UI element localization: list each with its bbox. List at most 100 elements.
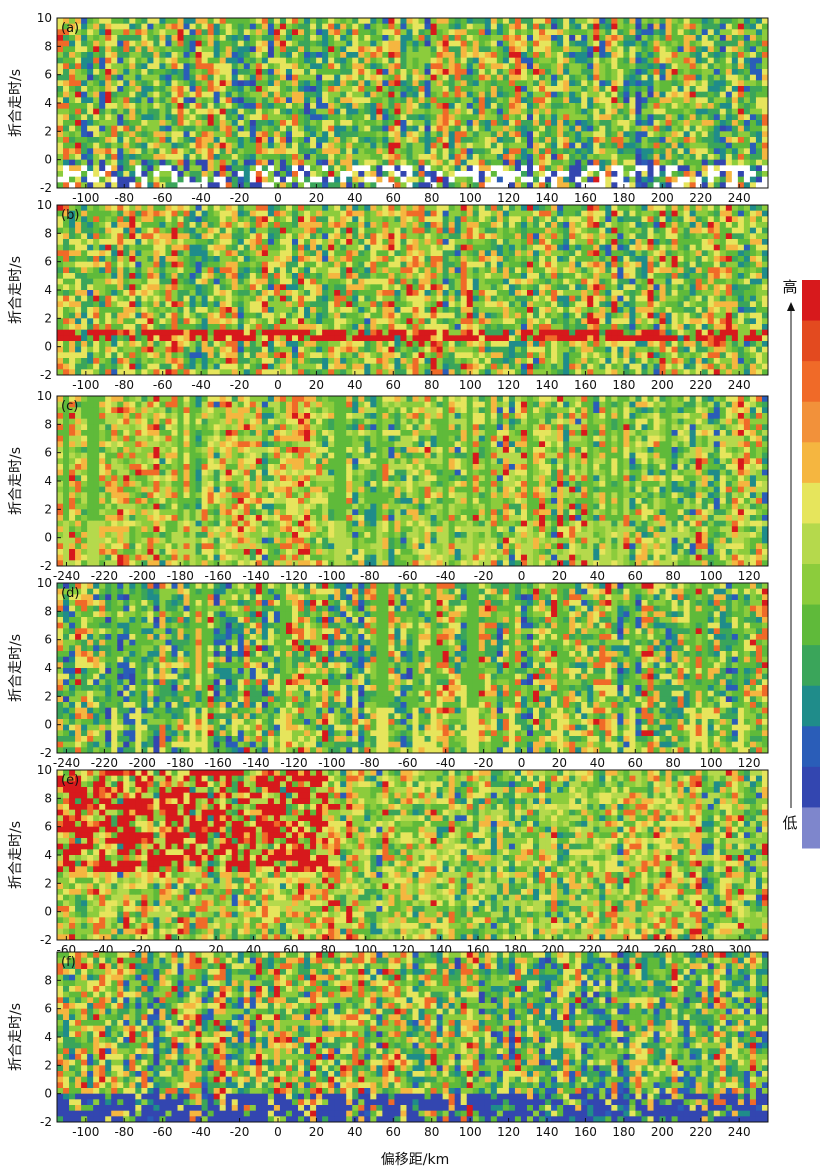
heatmap-cell	[237, 335, 245, 342]
heatmap-cell	[334, 18, 341, 25]
heatmap-cell	[394, 182, 401, 188]
heatmap-cell	[261, 222, 269, 229]
x-tick-label: -20	[230, 191, 250, 205]
heatmap-cell	[231, 256, 239, 263]
heatmap-cell	[69, 324, 76, 331]
heatmap-cell	[478, 176, 486, 183]
heatmap-cell	[261, 148, 269, 155]
heatmap-cell	[677, 74, 685, 81]
heatmap-cell	[304, 261, 311, 268]
heatmap-cell	[569, 176, 576, 183]
heatmap-cell	[261, 137, 269, 144]
heatmap-cell	[484, 91, 492, 98]
heatmap-cell	[689, 182, 697, 188]
heatmap-cell	[533, 91, 540, 98]
heatmap-cell	[316, 182, 323, 188]
heatmap-cell	[520, 74, 528, 81]
heatmap-cell	[376, 57, 383, 64]
heatmap-cell	[291, 97, 299, 104]
heatmap-cell	[340, 103, 347, 110]
heatmap-cell	[406, 97, 413, 104]
heatmap-cell	[310, 154, 317, 161]
heatmap-cell	[81, 335, 88, 342]
heatmap-cell	[388, 148, 395, 155]
heatmap-cell	[358, 125, 365, 132]
heatmap-cell	[99, 369, 106, 375]
heatmap-cell	[695, 120, 703, 127]
heatmap-cell	[141, 210, 148, 217]
heatmap-cell	[334, 154, 341, 161]
heatmap-cell	[267, 341, 275, 348]
heatmap-cell	[647, 182, 654, 188]
heatmap-cell	[237, 341, 245, 348]
heatmap-cell	[551, 63, 558, 70]
heatmap-cell	[316, 278, 323, 285]
heatmap-cell	[569, 171, 576, 178]
heatmap-cell	[123, 142, 130, 149]
heatmap-cell	[231, 239, 239, 246]
heatmap-cell	[557, 18, 564, 25]
heatmap-cell	[749, 176, 757, 183]
heatmap-cell	[316, 142, 323, 149]
heatmap-cell	[219, 69, 227, 76]
heatmap-cell	[111, 80, 118, 87]
heatmap-cell	[93, 324, 100, 331]
heatmap-cell	[478, 91, 486, 98]
heatmap-cell	[316, 352, 323, 359]
heatmap-cell	[478, 108, 486, 115]
heatmap-cell	[346, 137, 353, 144]
heatmap-cell	[298, 131, 305, 138]
heatmap-cell	[225, 267, 233, 274]
heatmap-cell	[298, 91, 305, 98]
heatmap-cell	[328, 278, 335, 285]
heatmap-cell	[641, 40, 648, 47]
heatmap-cell	[141, 284, 148, 291]
heatmap-cell	[569, 103, 576, 110]
heatmap-cell	[135, 137, 142, 144]
heatmap-cell	[291, 40, 299, 47]
heatmap-cell	[237, 222, 245, 229]
heatmap-cell	[75, 103, 82, 110]
heatmap-cell	[279, 216, 287, 223]
heatmap-cell	[285, 244, 293, 251]
heatmap-cell	[231, 80, 239, 87]
heatmap-cell	[424, 29, 431, 36]
heatmap-cell	[412, 52, 419, 59]
heatmap-cell	[279, 363, 287, 370]
heatmap-cell	[75, 267, 82, 274]
heatmap-cell	[533, 108, 540, 115]
heatmap-cell	[81, 352, 88, 359]
heatmap-cell	[243, 103, 251, 110]
heatmap-cell	[99, 363, 106, 370]
heatmap-cell	[629, 23, 636, 30]
heatmap-cell	[219, 346, 227, 353]
heatmap-cell	[213, 80, 221, 87]
heatmap-cell	[285, 256, 293, 263]
heatmap-cell	[551, 125, 558, 132]
heatmap-cell	[647, 154, 654, 161]
heatmap-cell	[328, 358, 335, 365]
heatmap-cell	[641, 80, 648, 87]
heatmap-cell	[713, 40, 721, 47]
heatmap-cell	[593, 182, 600, 188]
heatmap-cell	[255, 267, 263, 274]
heatmap-cell	[135, 80, 142, 87]
heatmap-cell	[171, 341, 178, 348]
heatmap-cell	[99, 222, 106, 229]
heatmap-cell	[322, 142, 329, 149]
heatmap-cell	[57, 120, 64, 127]
heatmap-cell	[502, 120, 510, 127]
heatmap-cell	[57, 307, 64, 314]
heatmap-cell	[478, 69, 486, 76]
heatmap-cell	[177, 69, 184, 76]
heatmap-cell	[617, 35, 624, 42]
heatmap-cell	[81, 52, 88, 59]
heatmap-cell	[135, 261, 142, 268]
heatmap-cell	[647, 52, 654, 59]
heatmap-cell	[267, 165, 275, 172]
heatmap-cell	[123, 182, 130, 188]
heatmap-cell	[171, 250, 178, 257]
heatmap-cell	[394, 159, 401, 166]
heatmap-cell	[334, 273, 341, 280]
heatmap-cell	[569, 69, 576, 76]
